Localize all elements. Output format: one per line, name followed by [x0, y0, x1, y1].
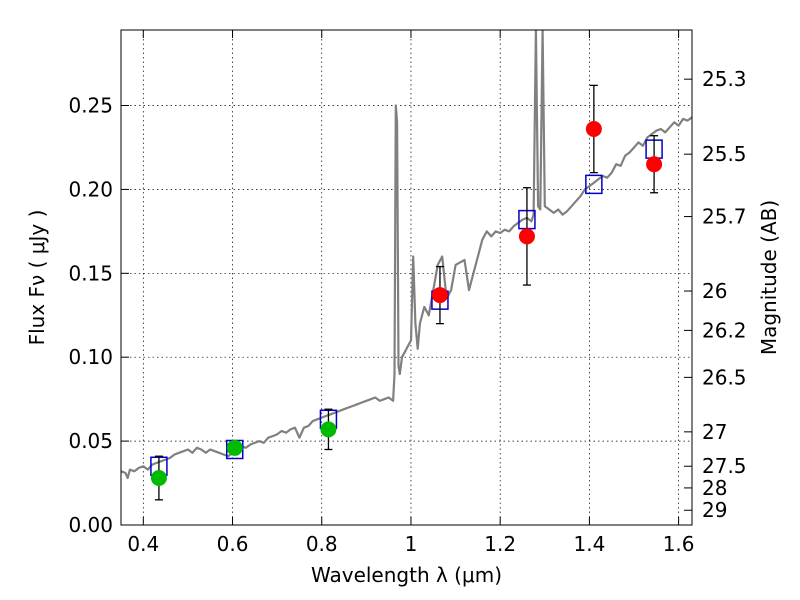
y2-tick-label: 27.5: [702, 454, 747, 478]
y-tick-label: 0.25: [68, 94, 113, 118]
y2-tick-label: 27: [702, 420, 727, 444]
y2-tick-label: 25.7: [702, 205, 747, 229]
x-axis-label: Wavelength λ (μm): [311, 563, 502, 587]
x-tick-label: 1.4: [573, 532, 605, 556]
data-point-red: [585, 121, 602, 137]
axes-frame: [120, 29, 693, 526]
x-tick-label: 0.4: [127, 532, 159, 556]
x-tick-label: 1.6: [663, 532, 695, 556]
plot-area: [121, 30, 692, 501]
y-tick-label: 0.15: [68, 261, 113, 285]
y2-axis-label: Magnitude (AB): [757, 200, 781, 355]
y-tick-label: 0.10: [68, 345, 113, 369]
y2-tick-label: 26: [702, 279, 727, 303]
y2-tick-label: 25.3: [702, 67, 747, 91]
data-point-green: [226, 439, 243, 456]
model-square-marker: [585, 174, 603, 195]
y-tick-label: 0.20: [68, 177, 113, 201]
y2-tick-label: 29: [702, 498, 727, 522]
data-point-green: [150, 470, 167, 487]
y2-tick-label: 25.5: [702, 142, 747, 166]
y2-tick-label: 26.5: [702, 365, 747, 389]
grid-lines: [121, 30, 692, 526]
x-tick-label: 1: [405, 532, 418, 556]
y-tick-label: 0.05: [68, 429, 113, 453]
x-tick-label: 0.8: [306, 532, 338, 556]
x-tick-label: 1.2: [484, 532, 516, 556]
y-axis-label: Flux Fν ( μJy ): [25, 210, 49, 346]
plot-inner: [121, 30, 692, 501]
x-tick-label: 0.6: [217, 532, 249, 556]
data-point-red: [646, 156, 663, 173]
y2-tick-label: 26.2: [702, 318, 747, 342]
y-tick-label: 0.00: [68, 513, 113, 537]
y2-tick-label: 28: [702, 476, 727, 500]
axis-ticks: 0.4 0.6 0.8 1 1.2 1.4 1.6 0.00 0.05 0.10 0.15 0.20 0…: [68, 30, 747, 556]
spectrum-line: [121, 30, 692, 480]
data-point-red: [518, 228, 535, 245]
data-point-green: [320, 421, 337, 438]
data-point-red: [431, 287, 448, 304]
